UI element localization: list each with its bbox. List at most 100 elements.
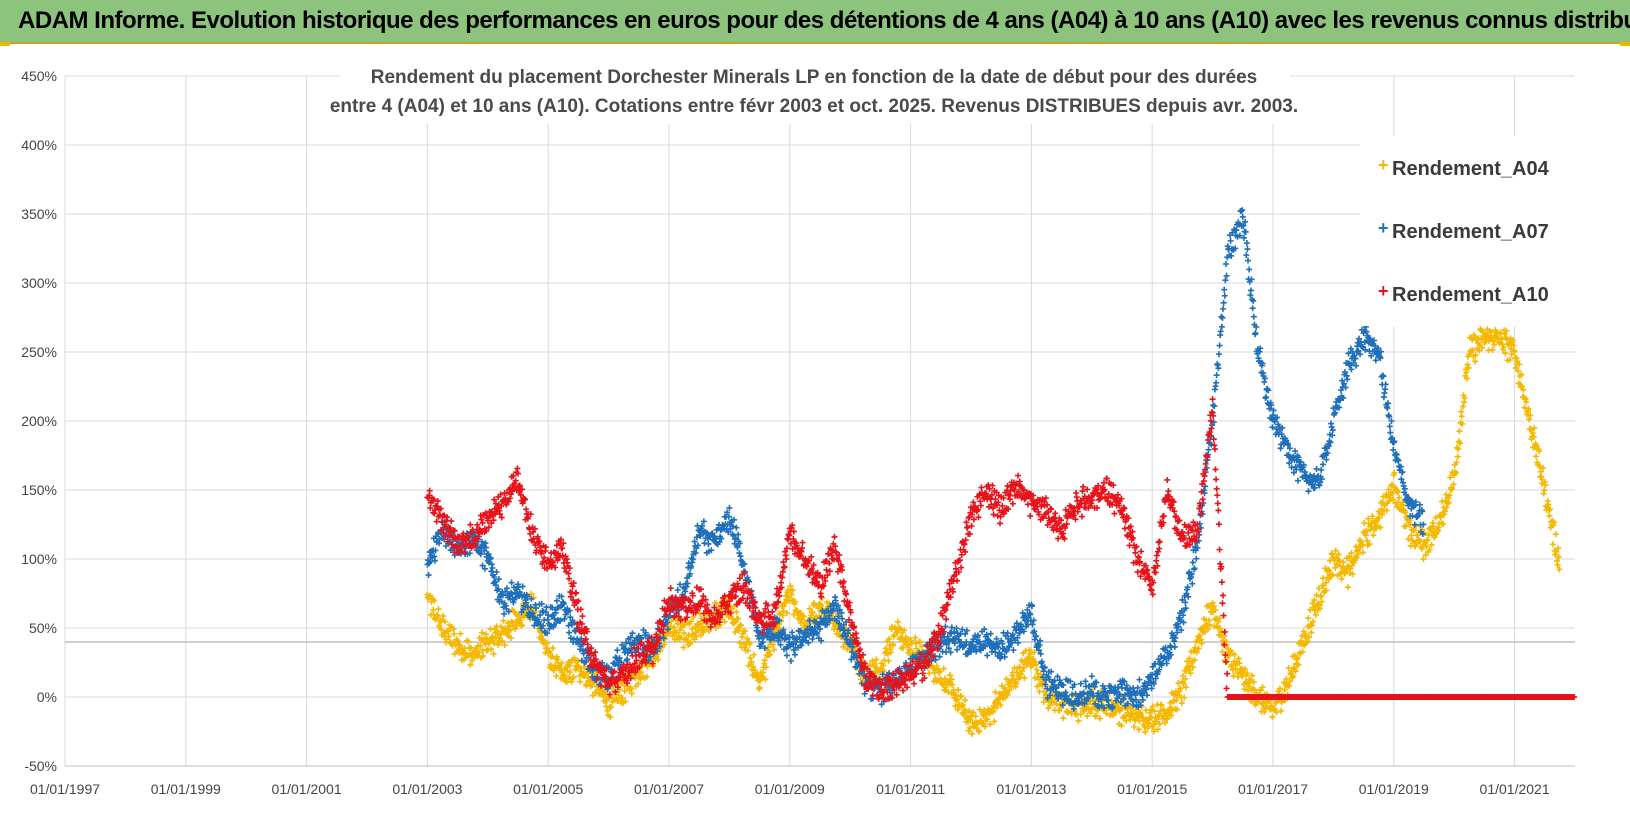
data-point: [840, 643, 847, 650]
x-axis: 01/01/1997 01/01/1999 01/01/2001 01/01/2003…: [30, 781, 1550, 797]
data-point: [1227, 237, 1234, 244]
data-point: [1247, 287, 1254, 294]
data-point: [1395, 457, 1402, 464]
x-tick-label: 01/01/2013: [996, 781, 1066, 797]
data-point: [548, 654, 555, 661]
data-point: [782, 599, 789, 606]
data-point: [621, 687, 628, 694]
data-point: [1313, 465, 1320, 472]
data-point: [538, 632, 545, 639]
data-point: [1285, 665, 1292, 672]
data-point: [1027, 512, 1034, 519]
data-point: [989, 482, 996, 489]
data-point: [1370, 532, 1377, 539]
data-point: [887, 649, 894, 656]
data-point: [1344, 584, 1351, 591]
data-point: [1220, 299, 1227, 306]
data-point: [997, 520, 1004, 527]
data-point: [732, 629, 739, 636]
data-point: [695, 627, 702, 634]
data-point: [990, 708, 997, 715]
data-point: [689, 556, 696, 563]
data-point: [1045, 705, 1052, 712]
data-point: [936, 668, 943, 675]
data-point: [577, 606, 584, 613]
data-point: [741, 644, 748, 651]
data-point: [818, 602, 825, 609]
data-point: [575, 658, 582, 665]
data-point: [606, 704, 613, 711]
x-tick-label: 01/01/2021: [1480, 781, 1550, 797]
data-point: [1001, 693, 1008, 700]
data-point: [885, 657, 892, 664]
data-point: [1219, 648, 1226, 655]
data-point: [1211, 403, 1218, 410]
data-point: [661, 641, 668, 648]
data-point: [954, 706, 961, 713]
data-point: [769, 641, 776, 648]
data-point: [1021, 674, 1028, 681]
data-point: [897, 625, 904, 632]
data-point: [477, 642, 484, 649]
data-point: [1222, 260, 1229, 267]
data-point: [1153, 552, 1160, 559]
data-point: [602, 689, 609, 696]
data-point: [1171, 643, 1178, 650]
data-point: [916, 638, 923, 645]
data-point: [1156, 538, 1163, 545]
data-point: [643, 673, 650, 680]
data-point: [577, 678, 584, 685]
data-point: [954, 696, 961, 703]
data-point: [1387, 429, 1394, 436]
data-point: [501, 642, 508, 649]
data-point: [1546, 512, 1553, 519]
y-tick-label: 250%: [21, 344, 57, 360]
data-point: [578, 665, 585, 672]
data-point: [1189, 580, 1196, 587]
data-point: [483, 631, 490, 638]
data-point: [564, 667, 571, 674]
data-point: [696, 621, 703, 628]
x-tick-label: 01/01/1997: [30, 781, 100, 797]
data-point: [748, 658, 755, 665]
data-point: [970, 709, 977, 716]
data-point: [1263, 393, 1270, 400]
data-point: [721, 618, 728, 625]
data-point: [1454, 453, 1461, 460]
data-point: [581, 672, 588, 679]
data-point: [628, 690, 635, 697]
data-point: [955, 686, 962, 693]
data-point: [519, 622, 526, 629]
data-point: [1010, 647, 1017, 654]
data-point: [589, 682, 596, 689]
data-point: [984, 652, 991, 659]
data-point: [912, 640, 919, 647]
y-tick-label: -50%: [24, 758, 57, 774]
y-tick-label: 300%: [21, 275, 57, 291]
data-point: [959, 701, 966, 708]
x-tick-label: 01/01/2001: [272, 781, 342, 797]
x-tick-label: 01/01/2015: [1117, 781, 1187, 797]
data-point: [783, 609, 790, 616]
data-point: [478, 629, 485, 636]
data-point: [1155, 548, 1162, 555]
data-point: [742, 627, 749, 634]
data-point: [1220, 305, 1227, 312]
data-point: [1456, 428, 1463, 435]
data-point: [1193, 555, 1200, 562]
data-point: [1533, 453, 1540, 460]
data-point: [1088, 673, 1095, 680]
data-point: [1060, 715, 1067, 722]
data-point: [1382, 381, 1389, 388]
data-point: [762, 676, 769, 683]
data-point: [744, 647, 751, 654]
data-point: [873, 656, 880, 663]
data-point: [969, 730, 976, 737]
data-point: [1213, 372, 1220, 379]
data-point: [733, 608, 740, 615]
data-point: [1027, 650, 1034, 657]
data-point: [1552, 531, 1559, 538]
data-point: [780, 608, 787, 615]
data-point: [1136, 676, 1143, 683]
data-point: [871, 660, 878, 667]
